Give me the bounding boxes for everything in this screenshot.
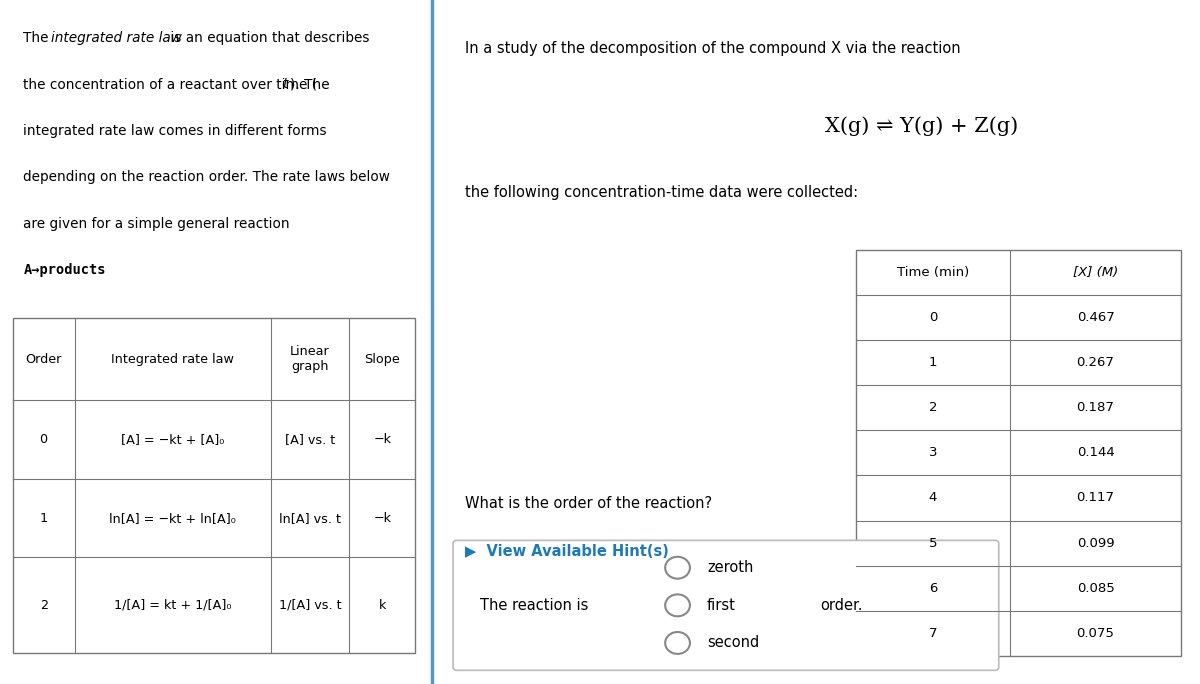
Text: ▶  View Available Hint(s): ▶ View Available Hint(s) — [464, 544, 668, 559]
Text: −k: −k — [373, 512, 391, 525]
Text: 1/[A] = kt + 1/[A]₀: 1/[A] = kt + 1/[A]₀ — [114, 598, 232, 612]
FancyBboxPatch shape — [454, 540, 998, 670]
Text: [A] vs. t: [A] vs. t — [284, 433, 335, 446]
Text: ). The: ). The — [289, 77, 329, 91]
Text: is an equation that describes: is an equation that describes — [166, 31, 370, 44]
Text: 3: 3 — [929, 446, 937, 460]
Text: 6: 6 — [929, 581, 937, 595]
Text: In a study of the decomposition of the compound X via the reaction: In a study of the decomposition of the c… — [464, 41, 960, 56]
Text: Order: Order — [25, 352, 62, 366]
Text: 0.117: 0.117 — [1076, 491, 1115, 505]
Text: 0: 0 — [40, 433, 48, 446]
Text: 2: 2 — [929, 401, 937, 415]
Text: t: t — [282, 77, 287, 91]
Text: 1: 1 — [929, 356, 937, 369]
Text: 0: 0 — [929, 311, 937, 324]
Text: Linear
graph: Linear graph — [290, 345, 330, 373]
Text: the following concentration-time data were collected:: the following concentration-time data we… — [464, 185, 858, 200]
Text: ln[A] vs. t: ln[A] vs. t — [278, 512, 341, 525]
Text: The reaction is: The reaction is — [480, 598, 588, 613]
Text: X(g) ⇌ Y(g) + Z(g): X(g) ⇌ Y(g) + Z(g) — [824, 116, 1018, 136]
Text: [X] (M): [X] (M) — [1073, 265, 1118, 279]
Text: integrated rate law comes in different forms: integrated rate law comes in different f… — [24, 124, 328, 137]
Text: Integrated rate law: Integrated rate law — [112, 352, 234, 366]
Text: 0.075: 0.075 — [1076, 627, 1115, 640]
Text: 0.187: 0.187 — [1076, 401, 1115, 415]
Text: order.: order. — [821, 598, 863, 613]
Text: 1: 1 — [40, 512, 48, 525]
Text: The: The — [24, 31, 53, 44]
Bar — [13, 318, 415, 653]
Text: are given for a simple general reaction: are given for a simple general reaction — [24, 217, 290, 231]
Text: integrated rate law: integrated rate law — [52, 31, 182, 44]
Text: 0.467: 0.467 — [1076, 311, 1115, 324]
Text: 1/[A] vs. t: 1/[A] vs. t — [278, 598, 341, 612]
Text: ln[A] = −kt + ln[A]₀: ln[A] = −kt + ln[A]₀ — [109, 512, 236, 525]
Text: 7: 7 — [929, 627, 937, 640]
Text: [A] = −kt + [A]₀: [A] = −kt + [A]₀ — [121, 433, 224, 446]
Text: first: first — [707, 598, 736, 613]
Text: 0.144: 0.144 — [1076, 446, 1115, 460]
Text: Slope: Slope — [365, 352, 401, 366]
Text: 4: 4 — [929, 491, 937, 505]
Text: 2: 2 — [40, 598, 48, 612]
Text: zeroth: zeroth — [707, 560, 754, 575]
Text: 0.085: 0.085 — [1076, 581, 1115, 595]
Text: 0.267: 0.267 — [1076, 356, 1115, 369]
Text: the concentration of a reactant over time (: the concentration of a reactant over tim… — [24, 77, 318, 91]
Text: A→products: A→products — [24, 263, 106, 277]
Text: 5: 5 — [929, 536, 937, 550]
Text: depending on the reaction order. The rate laws below: depending on the reaction order. The rat… — [24, 170, 390, 184]
Text: −k: −k — [373, 433, 391, 446]
Text: second: second — [707, 635, 760, 650]
Text: What is the order of the reaction?: What is the order of the reaction? — [464, 496, 712, 511]
Text: 0.099: 0.099 — [1076, 536, 1115, 550]
Bar — [856, 250, 1181, 656]
Text: Time (min): Time (min) — [896, 265, 970, 279]
Text: k: k — [379, 598, 386, 612]
